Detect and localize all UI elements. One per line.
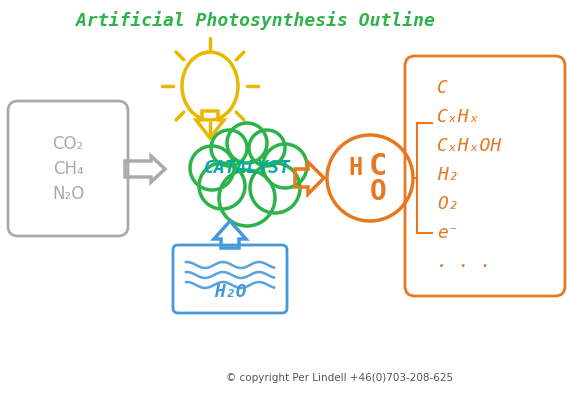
Text: N₂O: N₂O — [52, 185, 84, 203]
Ellipse shape — [197, 143, 297, 198]
Text: CₓHₓ: CₓHₓ — [437, 108, 480, 126]
Text: CₓHₓOH: CₓHₓOH — [437, 137, 502, 155]
Text: O: O — [370, 178, 386, 206]
Circle shape — [227, 123, 267, 163]
Circle shape — [199, 163, 245, 209]
Text: C: C — [369, 152, 387, 181]
Text: Artificial Photosynthesis Outline: Artificial Photosynthesis Outline — [75, 11, 434, 30]
Text: CATALYST: CATALYST — [204, 159, 290, 177]
Text: H₂O: H₂O — [214, 283, 246, 301]
Text: CO₂: CO₂ — [52, 135, 83, 153]
Circle shape — [249, 130, 285, 166]
Circle shape — [211, 130, 247, 166]
Text: . . .: . . . — [437, 253, 492, 271]
Text: H₂: H₂ — [437, 166, 459, 184]
Text: © copyright Per Lindell +46(0)703-208-625: © copyright Per Lindell +46(0)703-208-62… — [226, 373, 454, 383]
Circle shape — [263, 144, 307, 188]
Text: CH₄: CH₄ — [53, 160, 83, 178]
Text: e⁻: e⁻ — [437, 224, 459, 242]
Circle shape — [250, 163, 300, 213]
Text: C: C — [437, 79, 448, 97]
Text: H: H — [348, 156, 362, 180]
Text: O₂: O₂ — [437, 195, 459, 213]
FancyBboxPatch shape — [173, 245, 287, 313]
Circle shape — [190, 146, 234, 190]
FancyBboxPatch shape — [405, 56, 565, 296]
FancyBboxPatch shape — [8, 101, 128, 236]
Circle shape — [219, 170, 275, 226]
